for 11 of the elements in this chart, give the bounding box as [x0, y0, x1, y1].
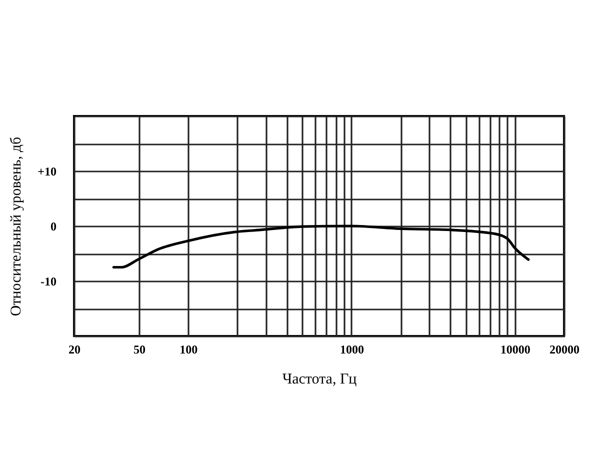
x-axis-title: Частота, Гц [282, 372, 357, 388]
x-tick-label: 1000 [340, 342, 364, 356]
x-tick-label: 50 [133, 342, 146, 356]
x-tick-label: 100 [180, 342, 198, 356]
y-tick-label: -10 [40, 274, 56, 288]
y-tick-label: 0 [50, 220, 56, 234]
y-tick-label: +10 [38, 164, 56, 178]
x-tick-label: 20 [68, 342, 80, 356]
y-axis-title: Относительный уровень, дб [8, 136, 25, 316]
x-tick-label: 10000 [500, 342, 530, 356]
x-tick-label: 20000 [550, 342, 580, 356]
